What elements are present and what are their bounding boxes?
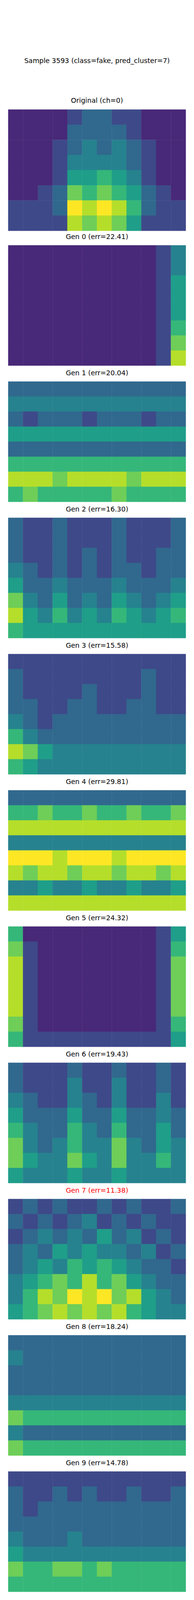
svg-text:Gen 3 (err=15.58): Gen 3 (err=15.58) <box>65 641 129 650</box>
svg-text:Gen 6 (err=19.43): Gen 6 (err=19.43) <box>65 1050 129 1059</box>
svg-text:Gen 1 (err=20.04): Gen 1 (err=20.04) <box>65 369 129 377</box>
svg-text:Gen 9 (err=14.78): Gen 9 (err=14.78) <box>65 1459 129 1468</box>
svg-text:Gen 7 (err=11.38): Gen 7 (err=11.38) <box>65 1186 129 1195</box>
svg-text:Sample 3593 (class=fake, pred_: Sample 3593 (class=fake, pred_cluster=7) <box>24 56 170 65</box>
svg-text:Gen 0 (err=22.41): Gen 0 (err=22.41) <box>65 232 129 241</box>
svg-text:Original (ch=0): Original (ch=0) <box>70 96 123 105</box>
svg-text:Gen 8 (err=18.24): Gen 8 (err=18.24) <box>65 1323 129 1331</box>
svg-text:Gen 4 (err=29.81): Gen 4 (err=29.81) <box>65 777 129 786</box>
svg-text:Gen 2 (err=16.30): Gen 2 (err=16.30) <box>65 505 129 514</box>
svg-text:Gen 5 (err=24.32): Gen 5 (err=24.32) <box>65 914 129 922</box>
